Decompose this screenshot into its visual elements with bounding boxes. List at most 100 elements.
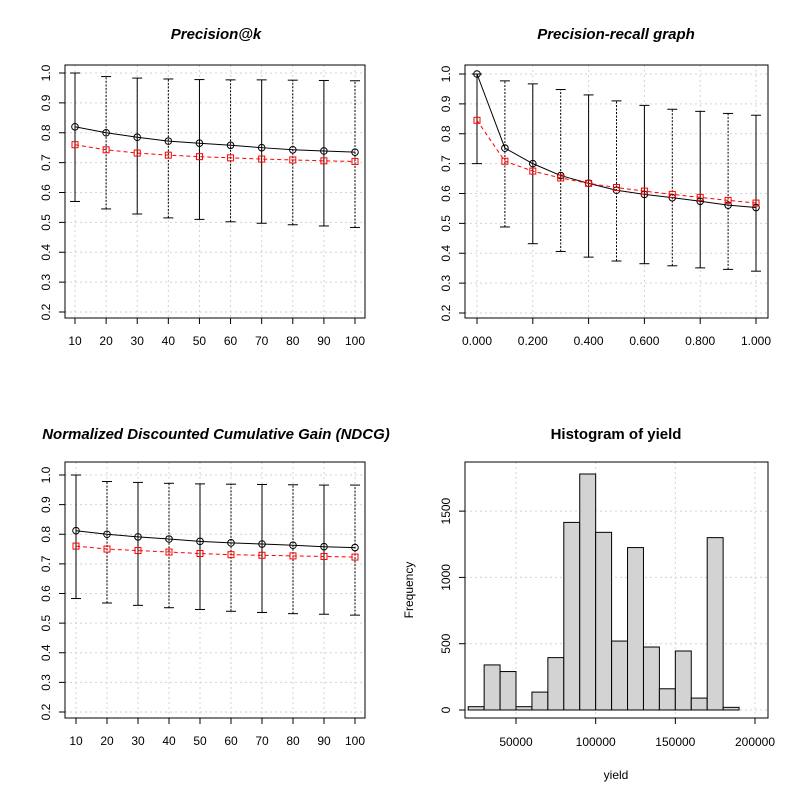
- data-point: [165, 535, 173, 543]
- y-tick-label: 1.0: [439, 65, 453, 82]
- y-tick-label: 0.5: [439, 215, 453, 232]
- data-point: [227, 539, 235, 547]
- x-tick-label: 0.600: [629, 334, 659, 348]
- y-tick-label: 0.2: [39, 303, 53, 320]
- histogram-bar: [547, 657, 565, 711]
- y-tick-label: 1.0: [39, 64, 53, 81]
- panel-precision-recall: Precision-recall graph 0.000 0.200 0.400 0.…: [439, 26, 771, 348]
- plot-frame: [64, 461, 366, 719]
- histogram-bar: [722, 706, 740, 711]
- data-point: [133, 149, 141, 157]
- data-point: [257, 143, 266, 152]
- x-tick-label: 50: [193, 334, 207, 348]
- y-tick-label: 0.6: [39, 585, 53, 602]
- x-tick-label: 100: [345, 334, 365, 348]
- x-tick-label: 10: [69, 734, 83, 748]
- data-point: [102, 146, 110, 154]
- y-tick-label: 0: [439, 706, 453, 713]
- y-tick-label: 0.5: [39, 614, 53, 631]
- y-tick-label: 0.8: [439, 125, 453, 142]
- x-tick-label: 60: [224, 334, 238, 348]
- data-point: [320, 542, 328, 551]
- data-point: [102, 128, 110, 137]
- y-axis-label: Frequency: [402, 562, 416, 619]
- data-point: [71, 122, 79, 131]
- x-tick-label: 60: [224, 734, 238, 748]
- x-tick-label: 0.800: [685, 334, 715, 348]
- histogram-bar: [499, 671, 517, 711]
- y-tick-label: 0.9: [439, 95, 453, 112]
- y-tick-label: 0.4: [39, 644, 53, 661]
- plot-area: 0.000 0.200 0.400 0.600 0.800 1.000 0.2 0.3 0.4 0…: [439, 64, 771, 348]
- data-point: [351, 553, 359, 561]
- x-tick-label: 30: [131, 734, 145, 748]
- x-tick-label: 30: [131, 334, 145, 348]
- data-point: [134, 533, 142, 541]
- histogram-bar: [674, 650, 692, 711]
- y-tick-label: 0.3: [439, 274, 453, 291]
- data-point: [501, 157, 509, 165]
- data-point: [529, 167, 537, 175]
- histogram-bar: [690, 697, 708, 711]
- data-point: [473, 116, 481, 124]
- x-tick-label: 50000: [499, 735, 533, 749]
- y-tick-label: 0.8: [39, 124, 53, 141]
- y-tick-label: 500: [439, 633, 453, 653]
- y-tick-label: 0.7: [39, 154, 53, 171]
- y-tick-label: 0.3: [39, 273, 53, 290]
- y-tick-label: 0.6: [39, 184, 53, 201]
- data-point: [195, 139, 204, 148]
- data-point: [351, 157, 359, 165]
- x-tick-label: 90: [317, 334, 331, 348]
- x-tick-label: 0.400: [574, 334, 604, 348]
- plot-area: 10 20 30 40 50 60 70 80 90 100 0.2 0.3 0.4 0.5 0.6 0.7 0…: [39, 64, 366, 348]
- y-tick-label: 0.2: [39, 703, 53, 720]
- x-tick-label: 150000: [655, 735, 695, 749]
- plot-frame: [64, 64, 366, 319]
- data-point: [320, 147, 328, 155]
- x-tick-label: 40: [162, 734, 176, 748]
- histogram-bar: [595, 531, 613, 711]
- y-tick-label: 0.5: [39, 214, 53, 231]
- y-tick-label: 0.2: [439, 304, 453, 321]
- data-point: [529, 159, 537, 168]
- panel-ndcg: Normalized Discounted Cumulative Gain (N…: [39, 426, 390, 748]
- data-point: [668, 190, 676, 198]
- y-tick-label: 1500: [439, 497, 453, 524]
- histogram-bar: [467, 706, 485, 711]
- x-tick-label: 70: [255, 734, 269, 748]
- x-tick-label: 40: [162, 334, 176, 348]
- y-tick-label: 0.9: [39, 496, 53, 513]
- data-point: [164, 151, 172, 159]
- y-tick-label: 0.9: [39, 94, 53, 111]
- histogram-bar: [515, 706, 533, 711]
- series-line: [75, 545, 356, 558]
- data-point: [258, 540, 266, 548]
- series-line: [75, 530, 356, 549]
- data-point: [351, 148, 359, 156]
- data-point: [289, 156, 297, 164]
- data-point: [164, 137, 173, 145]
- x-tick-label: 70: [255, 334, 269, 348]
- x-axis-label: yield: [604, 768, 629, 782]
- histogram-bar: [579, 473, 597, 711]
- y-tick-label: 0.4: [39, 244, 53, 261]
- data-point: [133, 133, 142, 142]
- histogram-bar: [658, 688, 676, 711]
- panel-precision-at-k: Precision@k 10 20 30 40 50 60 70 80 90 100 0.2 0.3 0…: [39, 26, 366, 348]
- histogram-bar: [706, 537, 724, 711]
- data-point: [288, 145, 297, 154]
- data-point: [72, 542, 80, 550]
- data-point: [103, 530, 111, 539]
- data-point: [557, 174, 565, 182]
- x-tick-label: 10: [68, 334, 82, 348]
- x-tick-label: 100000: [576, 735, 616, 749]
- histogram-bar: [642, 646, 660, 711]
- data-point: [724, 201, 732, 209]
- chart-title: Histogram of yield: [551, 426, 682, 443]
- x-tick-label: 0.200: [518, 334, 548, 348]
- data-point: [196, 537, 204, 546]
- x-tick-label: 100: [345, 734, 365, 748]
- histogram-bar: [531, 691, 549, 711]
